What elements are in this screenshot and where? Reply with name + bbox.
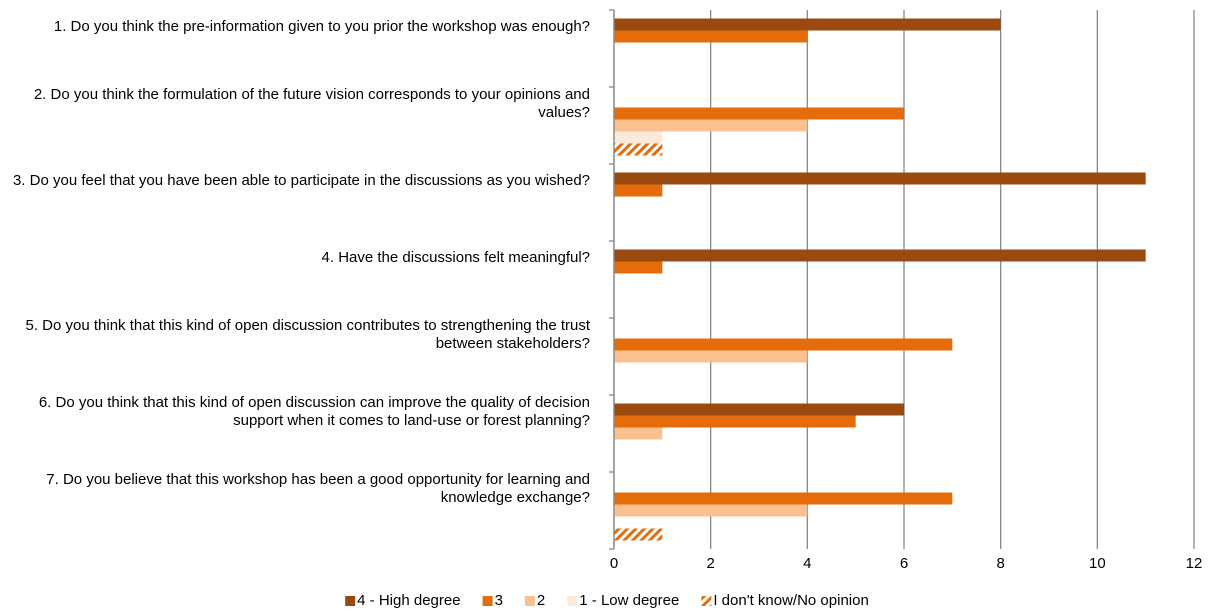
bar bbox=[614, 350, 808, 363]
legend-swatch bbox=[701, 596, 712, 606]
legend-label: 2 bbox=[537, 592, 545, 609]
bar bbox=[614, 261, 663, 274]
legend-label: 4 - High degree bbox=[357, 592, 460, 609]
bar bbox=[614, 249, 1146, 262]
category-label: 3. Do you feel that you have been able t… bbox=[12, 171, 590, 189]
bar bbox=[614, 415, 856, 428]
bar bbox=[614, 492, 953, 505]
category-label: 2. Do you think the formulation of the f… bbox=[33, 85, 590, 121]
x-tick-label: 0 bbox=[610, 555, 618, 572]
bar bbox=[614, 143, 663, 156]
bar bbox=[614, 338, 953, 351]
category-label: 6. Do you think that this kind of open d… bbox=[38, 393, 590, 429]
legend-label: I don't know/No opinion bbox=[713, 592, 868, 609]
category-label: 4. Have the discussions felt meaningful? bbox=[321, 248, 590, 266]
bar bbox=[614, 184, 663, 197]
category-label: 5. Do you think that this kind of open d… bbox=[25, 316, 591, 352]
category-label: 1. Do you think the pre-information give… bbox=[53, 17, 590, 35]
category-label: 7. Do you believe that this workshop has… bbox=[46, 470, 590, 506]
legend-swatch bbox=[524, 596, 535, 606]
legend-label: 3 bbox=[495, 592, 503, 609]
x-tick-label: 2 bbox=[706, 555, 714, 572]
legend-swatch bbox=[482, 596, 493, 606]
bar bbox=[614, 403, 904, 416]
bar bbox=[614, 427, 663, 440]
bar bbox=[614, 528, 663, 541]
bar bbox=[614, 172, 1146, 185]
legend-label: 1 - Low degree bbox=[579, 592, 679, 609]
x-tick-label: 10 bbox=[1089, 555, 1106, 572]
bar bbox=[614, 107, 904, 120]
bar bbox=[614, 119, 808, 132]
bar bbox=[614, 30, 808, 43]
x-tick-label: 12 bbox=[1186, 555, 1203, 572]
x-tick-label: 4 bbox=[803, 555, 811, 572]
bar bbox=[614, 18, 1001, 31]
legend-swatch bbox=[567, 596, 578, 606]
legend-swatch bbox=[345, 596, 356, 606]
x-tick-label: 6 bbox=[900, 555, 908, 572]
bar bbox=[614, 504, 808, 517]
bar bbox=[614, 131, 663, 144]
x-tick-label: 8 bbox=[996, 555, 1004, 572]
